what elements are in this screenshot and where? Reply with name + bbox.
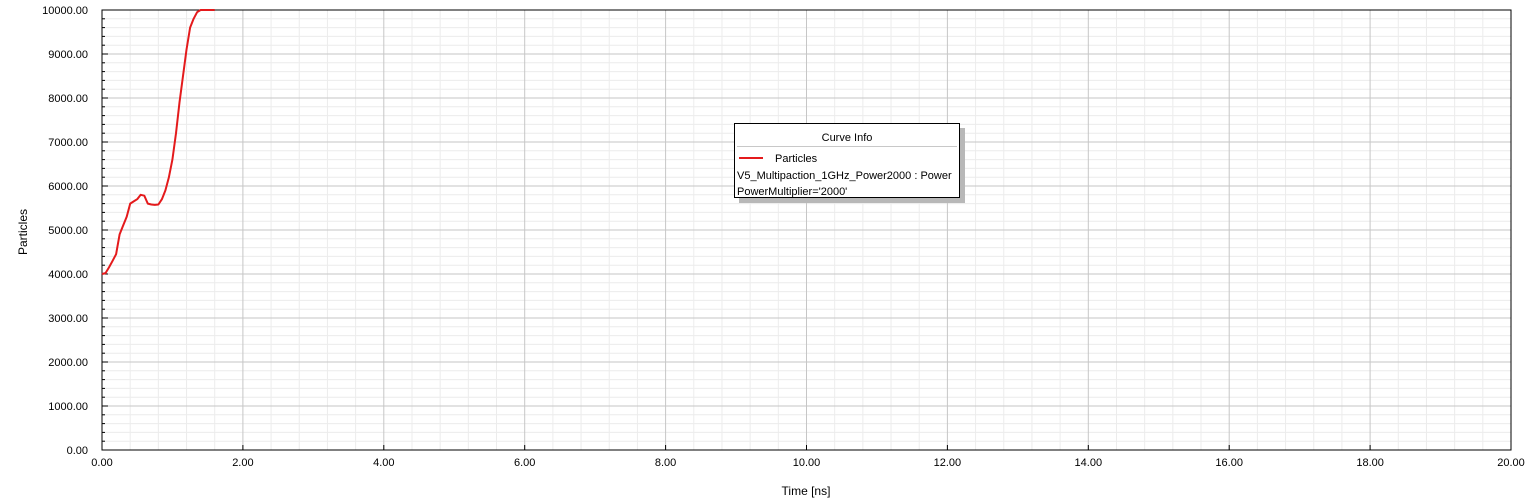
x-tick-label: 18.00 (1356, 457, 1384, 469)
y-tick-label: 1000.00 (48, 401, 88, 413)
y-tick-label: 10000.00 (42, 5, 88, 17)
x-tick-label: 12.00 (934, 457, 962, 469)
series-layer (101, 9, 215, 275)
x-tick-label: 8.00 (655, 457, 676, 469)
y-tick-label: 2000.00 (48, 357, 88, 369)
x-tick-label: 16.00 (1215, 457, 1243, 469)
y-tick-label: 6000.00 (48, 181, 88, 193)
curve-info-legend[interactable]: Curve Info Particles V5_Multipaction_1GH… (734, 123, 960, 198)
y-tick-label: 9000.00 (48, 49, 88, 61)
legend-expression: V5_Multipaction_1GHz_Power2000 : Power (737, 170, 952, 182)
y-tick-label: 5000.00 (48, 225, 88, 237)
x-tick-label: 10.00 (793, 457, 821, 469)
x-tick-label: 4.00 (373, 457, 394, 469)
y-tick-label: 7000.00 (48, 137, 88, 149)
x-tick-labels: 0.00 2.00 4.00 6.00 8.00 10.00 12.00 14.00 16.00… (91, 457, 1524, 469)
x-tick-label: 6.00 (514, 457, 535, 469)
x-axis-label: Time [ns] (782, 484, 831, 498)
series-line-particles[interactable] (101, 9, 215, 275)
legend-series-label: Particles (775, 153, 818, 165)
legend-divider (737, 146, 957, 147)
x-tick-label: 0.00 (91, 457, 112, 469)
y-axis-label: Particles (16, 209, 30, 255)
plot-frame (101, 9, 1512, 451)
x-tick-label: 2.00 (232, 457, 253, 469)
legend-line-swatch-icon (739, 157, 763, 159)
y-tick-label: 3000.00 (48, 313, 88, 325)
y-tick-label: 0.00 (67, 445, 88, 457)
y-tick-label: 4000.00 (48, 269, 88, 281)
x-tick-label: 14.00 (1075, 457, 1103, 469)
x-tick-label: 20.00 (1497, 457, 1525, 469)
y-tick-label: 8000.00 (48, 93, 88, 105)
y-tick-labels: 0.00 1000.00 2000.00 3000.00 4000.00 5000.00 6… (42, 5, 88, 457)
legend-title: Curve Info (821, 132, 873, 144)
legend-variation: PowerMultiplier='2000' (737, 186, 848, 198)
